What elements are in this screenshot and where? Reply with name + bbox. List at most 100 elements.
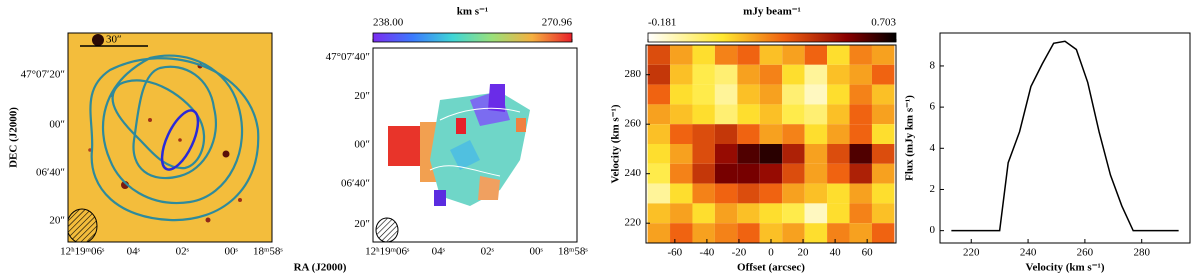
heatmap-cell [849, 203, 872, 224]
heatmap-cell [871, 223, 895, 243]
heatmap-cell [647, 84, 671, 105]
heatmap-cell [804, 84, 828, 105]
x-axis-label: Offset (arcsec) [737, 262, 805, 274]
heatmap-cell [714, 124, 738, 144]
heatmap-cell [692, 183, 715, 204]
heatmap-cell [737, 124, 760, 144]
velocity-field [372, 32, 897, 243]
axes-frames [67, 32, 1191, 244]
heatmap-cell [692, 104, 715, 125]
heatmap-cell [692, 124, 715, 144]
heatmap-cell [759, 45, 783, 65]
x-tick-label: 18ᵐ58ˢ [558, 246, 588, 258]
y-tick-label: 00″ [49, 118, 65, 130]
heatmap-cell [849, 163, 872, 184]
heatmap-cell [759, 64, 783, 85]
heatmap-cell [849, 84, 872, 105]
heatmap-cell [647, 124, 671, 144]
y-tick-label: 47°07′40″ [326, 51, 370, 63]
heatmap-cell [827, 183, 850, 204]
x-tick-label: 18ᵐ58ˢ [253, 246, 283, 258]
heatmap-cell [759, 203, 783, 224]
y-tick-label: 47°07′20″ [21, 68, 65, 80]
heatmap-cell [759, 84, 783, 105]
x-tick-label: 12ʰ19ᵐ06ˢ [365, 246, 410, 258]
heatmap-cell [692, 64, 715, 85]
colorbar-tick-label: 270.96 [542, 17, 573, 29]
heatmap-cell [871, 124, 895, 144]
heatmap-cell [647, 104, 671, 125]
y-tick-label: 6 [930, 101, 936, 113]
heatmap-cell [759, 144, 783, 164]
y-tick-label: 280 [625, 68, 642, 80]
heatmap-cell [647, 144, 671, 164]
heatmap-cell [714, 163, 738, 184]
heatmap-cell [647, 45, 671, 65]
x-tick-label: 0 [768, 247, 774, 259]
heatmap-cell [782, 223, 805, 243]
heatmap-cell [871, 104, 895, 125]
heatmap-cell [737, 64, 760, 85]
x-axis-label: RA (J2000) [294, 262, 347, 274]
heatmap-cell [670, 45, 693, 65]
x-tick-label: 260 [1077, 247, 1094, 259]
x-tick-label: 00ˢ [530, 246, 544, 258]
heatmap-cell [714, 104, 738, 125]
y-tick-label: 20″ [49, 215, 65, 227]
colorbar-label: km s⁻¹ [457, 6, 488, 18]
heatmap-cell [871, 144, 895, 164]
x-tick-label: 02ˢ [481, 246, 495, 258]
heatmap-cell [849, 104, 872, 125]
x-tick-label: 04ˢ [127, 246, 141, 258]
heatmap-cell [692, 203, 715, 224]
heatmap-cell [647, 64, 671, 85]
heatmap-cell [670, 223, 693, 243]
y-tick-label: 00″ [354, 139, 370, 151]
heatmap-cell [759, 183, 783, 204]
x-tick-label: -20 [732, 247, 747, 259]
heatmap-cell [692, 223, 715, 243]
spectrum-line [951, 40, 1179, 232]
y-tick-label: 20″ [354, 90, 370, 102]
x-axis-label: Velocity (km s⁻¹) [1026, 262, 1105, 274]
y-tick-label: 4 [930, 142, 936, 154]
heatmap-cell [670, 124, 693, 144]
heatmap-cell [827, 45, 850, 65]
heatmap-cell [759, 223, 783, 243]
y-axis-label: DEC (J2000) [8, 107, 20, 168]
heatmap-cell [871, 203, 895, 224]
colorbar-tick-label: 238.00 [373, 17, 404, 29]
heatmap-cell [804, 45, 828, 65]
heatmap-cell [692, 45, 715, 65]
heatmap-cell [849, 64, 872, 85]
heatmap-cell [714, 203, 738, 224]
y-tick-label: 20″ [354, 218, 370, 230]
y-tick-label: 260 [625, 118, 642, 130]
heatmap-cell [782, 163, 805, 184]
heatmap-cell [647, 223, 671, 243]
colorbar-tick-label: 0.703 [871, 17, 896, 29]
heatmap-cell [737, 84, 760, 105]
y-tick-label: 2 [930, 183, 936, 195]
heatmap-cell [782, 203, 805, 224]
x-tick-label: 60 [862, 247, 874, 259]
y-tick-label: 240 [625, 167, 642, 179]
heatmap-cell [759, 124, 783, 144]
heatmap-cell [849, 124, 872, 144]
x-tick-label: 04ˢ [432, 246, 446, 258]
heatmap-cell [804, 124, 828, 144]
heatmap-cell [849, 45, 872, 65]
scale-label: 30″ [106, 34, 122, 46]
heatmap-cell [782, 144, 805, 164]
x-tick-label: 12ʰ19ᵐ06ˢ [60, 246, 105, 258]
heatmap-cell [647, 203, 671, 224]
heatmap-cell [827, 144, 850, 164]
x-tick-label: 20 [798, 247, 810, 259]
heatmap-cell [714, 84, 738, 105]
heatmap-cell [759, 104, 783, 125]
heatmap-cell [804, 104, 828, 125]
heatmap-cell [692, 144, 715, 164]
colorbar-tick-label: -0.181 [648, 17, 676, 29]
heatmap-cell [782, 84, 805, 105]
